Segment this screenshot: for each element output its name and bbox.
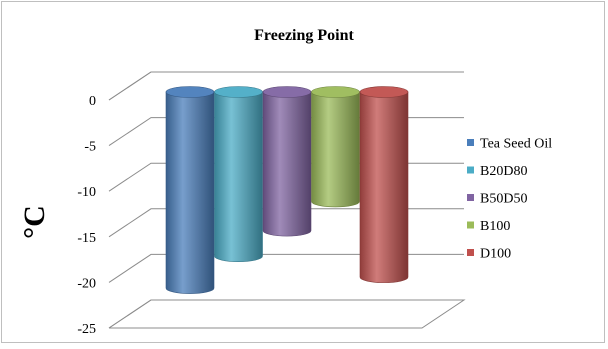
y-tick-label: 0 bbox=[89, 94, 96, 109]
bars bbox=[165, 86, 409, 294]
legend-label: B20D80 bbox=[480, 164, 527, 179]
y-tick-label: -10 bbox=[77, 185, 96, 200]
legend: Tea Seed Oil B20D80 B50D50 B100 D100 bbox=[467, 137, 552, 262]
freezing-point-chart: Freezing Point 0 -5 -10 -15 -20 -25 °C Tea Se… bbox=[18, 27, 552, 337]
y-tick-label: -25 bbox=[77, 322, 96, 337]
bar-b50d50 bbox=[262, 86, 312, 237]
bar-b100 bbox=[311, 86, 360, 208]
legend-label: B100 bbox=[480, 219, 510, 234]
legend-label: D100 bbox=[480, 247, 511, 262]
legend-swatch bbox=[467, 249, 474, 256]
gridline bbox=[108, 71, 464, 101]
bar-top bbox=[214, 86, 263, 98]
bar-body bbox=[262, 91, 312, 237]
bar-body bbox=[165, 91, 215, 294]
y-tick-label: -20 bbox=[77, 276, 96, 291]
legend-swatch bbox=[467, 221, 474, 229]
y-tick-label: -15 bbox=[77, 231, 96, 246]
legend-label: B50D50 bbox=[480, 192, 527, 207]
gridlines bbox=[108, 71, 464, 329]
bar-b20d80 bbox=[214, 86, 263, 262]
legend-swatch bbox=[467, 166, 474, 174]
legend-swatch bbox=[467, 194, 474, 201]
legend-swatch bbox=[467, 139, 474, 146]
bar-body bbox=[359, 91, 409, 283]
bar-top bbox=[165, 86, 215, 98]
bar-top bbox=[262, 86, 312, 98]
y-axis-label: °C bbox=[18, 205, 51, 239]
gridline bbox=[108, 299, 464, 329]
y-tick-label: -5 bbox=[84, 140, 96, 155]
y-axis-ticks: 0 -5 -10 -15 -20 -25 bbox=[77, 94, 96, 337]
gridline bbox=[108, 253, 464, 283]
bar-tea-seed-oil bbox=[165, 86, 215, 294]
bar-top bbox=[359, 86, 409, 98]
chart-frame: Freezing Point 0 -5 -10 -15 -20 -25 °C Tea Se… bbox=[1, 1, 605, 343]
bar-d100 bbox=[359, 86, 409, 283]
legend-label: Tea Seed Oil bbox=[480, 137, 552, 152]
bar-body bbox=[214, 91, 263, 262]
gridline bbox=[108, 208, 464, 238]
bar-body bbox=[311, 91, 360, 208]
chart-title: Freezing Point bbox=[254, 27, 354, 44]
bar-top bbox=[311, 86, 360, 98]
